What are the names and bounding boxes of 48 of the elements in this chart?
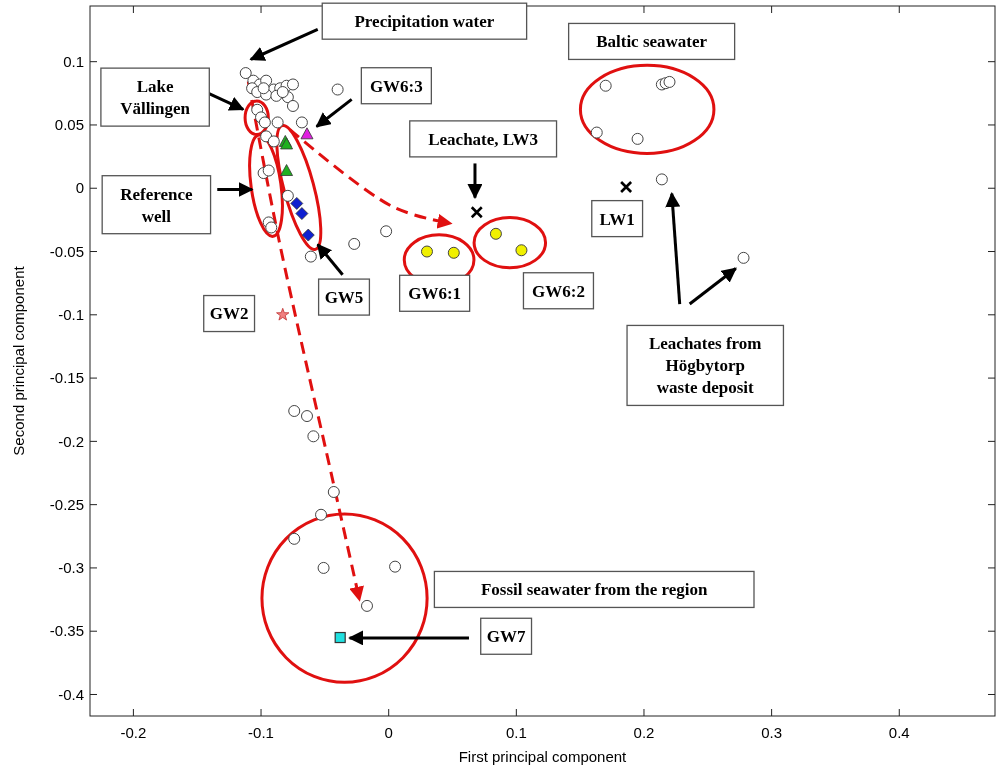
y-tick-label: -0.15	[49, 369, 84, 387]
y-tick-label: -0.25	[49, 495, 84, 513]
x-tick-label: 0.2	[633, 724, 655, 741]
y-tick-label: -0.05	[49, 242, 84, 260]
callout-box: Fossil seawater from the region	[433, 570, 755, 609]
x-axis-title: First principal component	[458, 748, 628, 765]
y-tick-label: -0.4	[58, 685, 84, 703]
annotation: Baltic seawater	[596, 32, 708, 52]
y-tick-label: 0.05	[54, 116, 84, 134]
callout-box: LW1	[591, 199, 644, 238]
callout-box: Reference well	[101, 175, 212, 235]
annotation: Leachate, LW3	[428, 129, 539, 149]
y-tick-label: 0	[75, 179, 84, 197]
callout-box: GW6:2	[522, 272, 595, 310]
x-tick-label: -0.2	[120, 724, 147, 741]
callout-box: GW6:1	[399, 274, 471, 312]
y-tick-label: -0.3	[58, 559, 84, 577]
annotation: GW6:3	[369, 76, 423, 96]
x-tick-label: 0.3	[761, 724, 783, 741]
x-tick-label: 0.1	[505, 724, 527, 741]
callout-box: Precipitation water	[321, 2, 528, 40]
callout-box: GW6:3	[360, 67, 432, 105]
x-tick-label: -0.1	[248, 724, 274, 741]
annotation: GW2	[209, 304, 249, 324]
callout-box: Leachate, LW3	[409, 120, 558, 158]
annotation: GW6:1	[408, 284, 462, 304]
annotation: Precipitation water	[354, 12, 495, 32]
y-axis-title: Second principal component	[10, 265, 27, 456]
y-tick-label: -0.2	[58, 432, 84, 450]
annotation: LW1	[599, 209, 635, 229]
annotation: Fossil seawater from the region	[480, 580, 709, 600]
y-tick-label: -0.1	[58, 306, 84, 324]
callout-box: GW5	[317, 278, 371, 316]
y-tick-label: -0.35	[49, 622, 84, 640]
x-tick-label: 0.4	[888, 724, 910, 741]
annotation: GW6:2	[532, 281, 585, 301]
annotation: Lake Vällingen	[120, 77, 191, 119]
callout-box: GW7	[480, 617, 533, 655]
callout-box: GW2	[203, 294, 256, 333]
callout-box: Baltic seawater	[568, 22, 736, 61]
callout-box: Leachates from Högbytorp waste deposit	[626, 324, 785, 407]
annotation: Reference well	[120, 184, 194, 226]
x-tick-label: 0	[384, 724, 393, 741]
annotation: GW5	[324, 288, 364, 308]
callout-box: Lake Vällingen	[100, 67, 210, 127]
annotation: Leachates from Högbytorp waste deposit	[648, 334, 762, 398]
annotation: GW7	[486, 627, 526, 647]
y-tick-label: 0.1	[63, 52, 84, 70]
